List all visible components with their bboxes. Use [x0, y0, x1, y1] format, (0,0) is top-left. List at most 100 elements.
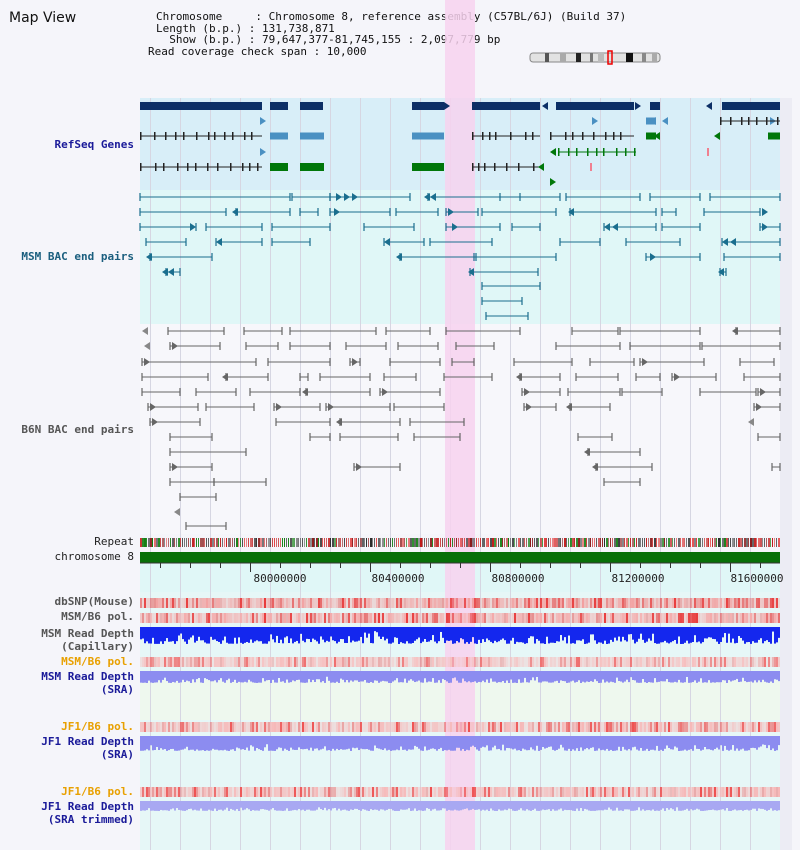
depth-bar [196, 671, 198, 680]
heat-cell [426, 613, 428, 623]
depth-bar [446, 627, 448, 641]
depth-bar [346, 801, 348, 811]
depth-bar [286, 736, 288, 750]
heat-cell [312, 787, 314, 797]
depth-bar [266, 736, 268, 745]
depth-bar [736, 627, 738, 643]
depth-bar [772, 801, 774, 811]
heat-cell [286, 613, 288, 623]
refseq-gene-track[interactable] [140, 102, 780, 186]
heat-cell [416, 598, 418, 608]
depth-bar [598, 627, 600, 643]
depth-bar [706, 736, 708, 750]
heat-cell [428, 613, 430, 623]
depth-bar [746, 671, 748, 683]
heat-cell [306, 787, 308, 797]
heat-cell [710, 613, 712, 623]
b6n-bac-label[interactable]: B6N BAC end pairs [21, 423, 134, 436]
heat-cell [510, 722, 512, 732]
chromosome-ideogram[interactable] [529, 50, 661, 65]
depth-bar [728, 671, 730, 681]
heat-cell [268, 613, 270, 623]
heat-cell [286, 787, 288, 797]
heat-cell [556, 722, 558, 732]
b6n-bac-track[interactable] [141, 327, 781, 530]
heat-cell [730, 722, 732, 732]
depth-bar [408, 671, 410, 681]
depth-bar [176, 801, 178, 809]
strand-arrow [760, 388, 766, 396]
heat-cell [152, 613, 154, 623]
heat-cell [166, 787, 168, 797]
strand-arrow [604, 223, 610, 231]
depth-bar [434, 671, 436, 683]
heat-cell [424, 613, 426, 623]
msm-bac-label[interactable]: MSM BAC end pairs [21, 250, 134, 263]
depth-bar [198, 801, 200, 811]
depth-bar [158, 736, 160, 751]
depth-bar [342, 801, 344, 810]
heat-cell [352, 657, 354, 667]
heat-cell [482, 598, 484, 608]
heat-cell [578, 613, 580, 623]
depth-bar [206, 627, 208, 644]
depth-bar [296, 801, 298, 811]
depth-bar [192, 801, 194, 811]
repeat-mark [750, 538, 752, 547]
heat-cell [440, 657, 442, 667]
depth-bar [736, 671, 738, 679]
heat-cell [252, 598, 254, 608]
repeat-mark [534, 538, 535, 547]
depth-bar [702, 801, 704, 811]
heat-cell [418, 598, 420, 608]
heat-cell [660, 598, 662, 608]
msm-bac-track[interactable] [139, 193, 781, 320]
heat-cell [390, 613, 392, 623]
depth-bar [170, 671, 172, 683]
depth-bar [274, 627, 276, 643]
depth-bar [712, 801, 714, 810]
depth-bar [212, 671, 214, 682]
heat-cell [216, 722, 218, 732]
heat-cell [526, 598, 528, 608]
heat-cell [398, 657, 400, 667]
heat-cell [202, 613, 204, 623]
depth-bar [154, 671, 156, 683]
heat-cell [630, 657, 632, 667]
depth-bar [622, 627, 624, 637]
heat-cell [508, 613, 510, 623]
depth-bar [288, 627, 290, 644]
depth-bar [216, 627, 218, 642]
depth-bar [214, 801, 216, 809]
depth-bar [394, 627, 396, 638]
depth-bar [692, 801, 694, 811]
depth-bar [228, 801, 230, 811]
strand-arrow [542, 102, 548, 110]
repeat-mark [194, 538, 195, 547]
depth-bar [364, 627, 366, 633]
strand-arrow [260, 148, 266, 156]
depth-bar [324, 627, 326, 643]
heat-cell [142, 722, 144, 732]
heat-cell [236, 598, 238, 608]
heat-cell [664, 722, 666, 732]
heat-cell [402, 657, 404, 667]
heat-cell [516, 722, 518, 732]
heat-cell [538, 722, 540, 732]
depth-bar [230, 627, 232, 644]
heat-cell [692, 613, 694, 623]
heat-cell [266, 722, 268, 732]
heat-cell [246, 787, 248, 797]
refseq-genes-label[interactable]: RefSeq Genes [54, 138, 134, 151]
heat-cell [590, 598, 592, 608]
heat-cell [264, 657, 266, 667]
depth-bar [720, 801, 722, 810]
depth-bar [446, 801, 448, 811]
depth-bar [686, 671, 688, 677]
heat-cell [690, 598, 692, 608]
depth-bar [592, 627, 594, 635]
depth-bar [776, 801, 778, 811]
depth-bar [278, 627, 280, 644]
heat-cell [302, 657, 304, 667]
